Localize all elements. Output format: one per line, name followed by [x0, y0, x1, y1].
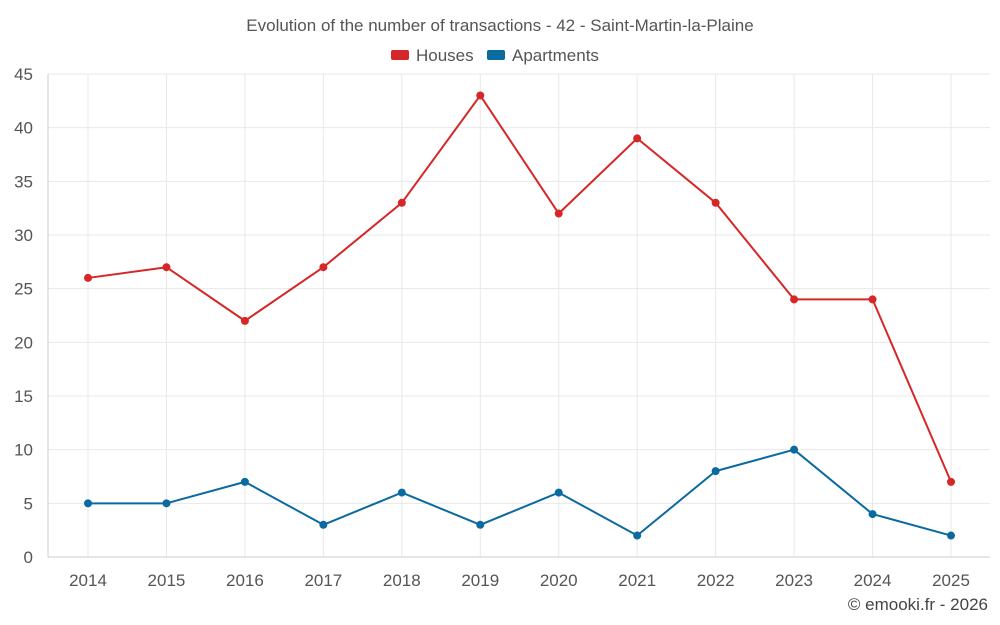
y-axis-ticks: 0 5 10 15 20 25 30 35 40 45	[14, 65, 33, 567]
x-tick-label: 2019	[461, 571, 499, 590]
grid	[47, 73, 990, 558]
data-point-houses[interactable]	[397, 198, 406, 207]
y-tick-label: 35	[14, 172, 33, 191]
series-line-houses	[87, 94, 952, 483]
x-tick-label: 2015	[148, 571, 186, 590]
legend: Houses Apartments	[391, 46, 599, 65]
data-point-apartments[interactable]	[162, 499, 171, 508]
x-tick-label: 2020	[540, 571, 578, 590]
data-point-houses[interactable]	[476, 91, 485, 100]
x-tick-label: 2014	[69, 571, 107, 590]
data-point-houses[interactable]	[162, 263, 171, 272]
legend-swatch	[391, 50, 409, 60]
chart-title: Evolution of the number of transactions …	[246, 16, 753, 35]
data-point-apartments[interactable]	[319, 520, 328, 529]
x-tick-label: 2024	[854, 571, 892, 590]
series-houses	[84, 91, 955, 486]
x-tick-label: 2016	[226, 571, 264, 590]
y-tick-label: 0	[24, 548, 33, 567]
data-point-apartments[interactable]	[476, 520, 485, 529]
y-tick-label: 45	[14, 65, 33, 84]
legend-item-apartments[interactable]: Apartments	[487, 46, 599, 65]
y-tick-label: 25	[14, 280, 33, 299]
data-point-houses[interactable]	[633, 134, 642, 143]
x-tick-label: 2023	[775, 571, 813, 590]
data-point-apartments[interactable]	[868, 510, 877, 519]
x-tick-label: 2021	[618, 571, 656, 590]
y-tick-label: 20	[14, 333, 33, 352]
y-tick-label: 10	[14, 441, 33, 460]
x-tick-label: 2018	[383, 571, 421, 590]
series-apartments	[84, 445, 955, 540]
data-point-apartments[interactable]	[397, 488, 406, 497]
data-point-apartments[interactable]	[633, 531, 642, 540]
x-tick-label: 2025	[932, 571, 970, 590]
data-point-houses[interactable]	[790, 295, 799, 304]
series-line-apartments	[88, 448, 952, 537]
legend-label: Houses	[416, 46, 474, 65]
data-point-houses[interactable]	[868, 295, 877, 304]
series-group	[84, 91, 955, 540]
data-point-apartments[interactable]	[240, 477, 249, 486]
data-point-houses[interactable]	[711, 198, 720, 207]
x-tick-label: 2017	[304, 571, 342, 590]
y-tick-label: 5	[24, 494, 33, 513]
copyright-text: © emooki.fr - 2026	[848, 595, 988, 614]
y-tick-label: 40	[14, 119, 33, 138]
data-point-apartments[interactable]	[554, 488, 563, 497]
x-axis-ticks: 2014 2015 2016 2017 2018 2019 2020 2021 2022 2023…	[69, 571, 970, 590]
data-point-houses[interactable]	[240, 316, 249, 325]
data-point-houses[interactable]	[554, 209, 563, 218]
data-point-houses[interactable]	[947, 477, 955, 486]
data-point-apartments[interactable]	[947, 531, 955, 540]
legend-swatch	[487, 50, 505, 60]
y-tick-label: 15	[14, 387, 33, 406]
data-point-houses[interactable]	[84, 273, 92, 282]
data-point-houses[interactable]	[319, 263, 328, 272]
data-point-apartments[interactable]	[711, 467, 720, 476]
legend-item-houses[interactable]: Houses	[391, 46, 474, 65]
x-tick-label: 2022	[697, 571, 735, 590]
data-point-apartments[interactable]	[790, 445, 799, 454]
legend-label: Apartments	[512, 46, 599, 65]
data-point-apartments[interactable]	[84, 499, 92, 508]
y-tick-label: 30	[14, 226, 33, 245]
